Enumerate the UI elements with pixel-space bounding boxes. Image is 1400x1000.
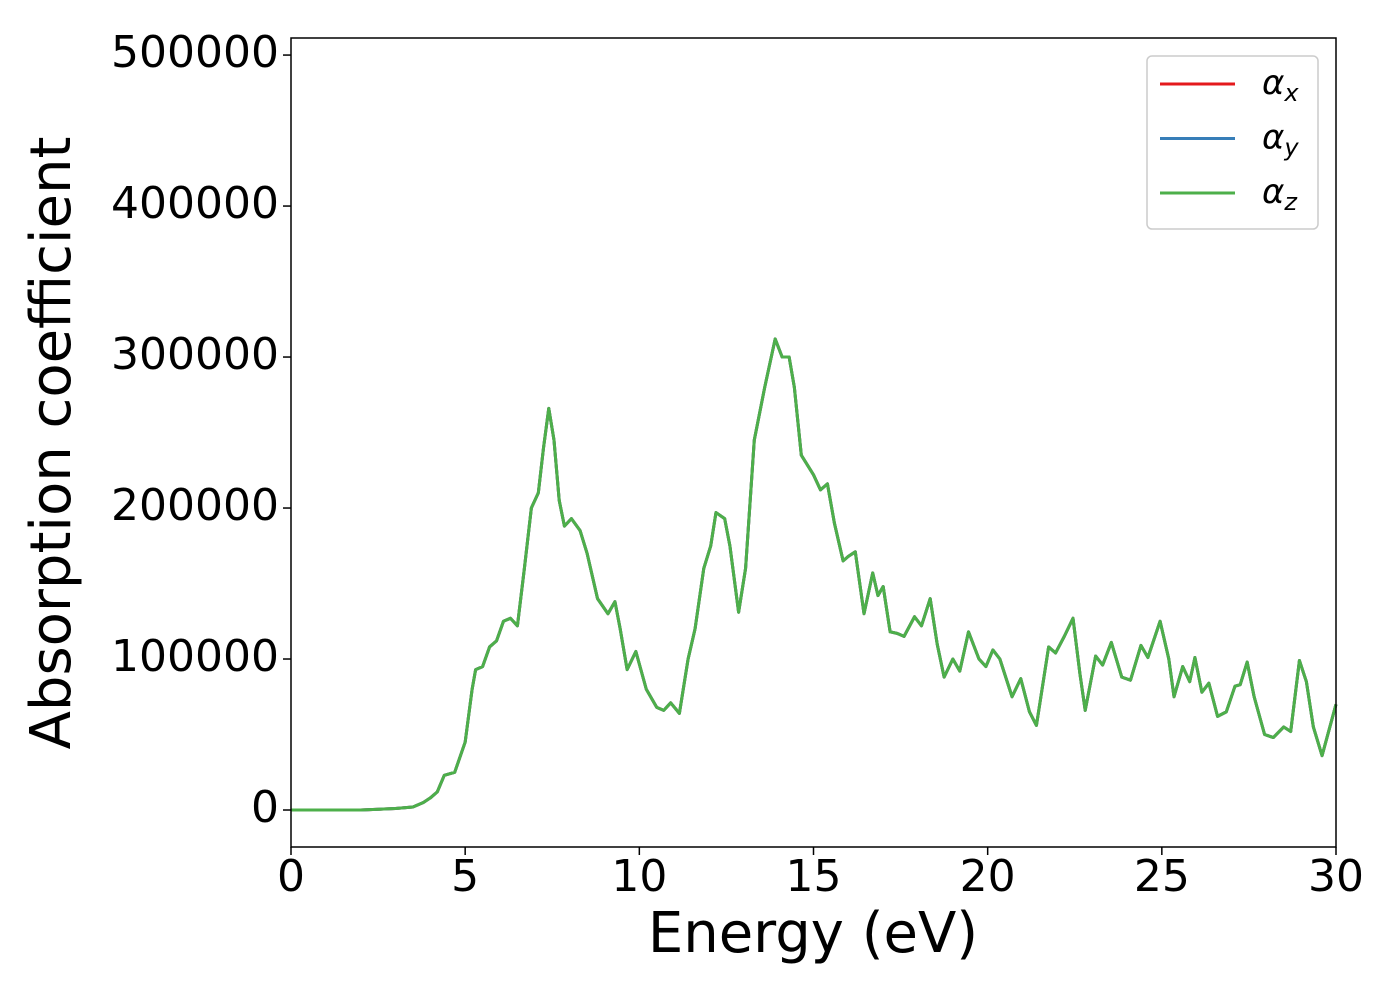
x-tick-label: 15 [786,851,842,902]
legend-symbol: α [1262,172,1284,212]
x-tick-label: 20 [960,851,1016,902]
legend-subscript: x [1283,79,1299,107]
x-tick-label: 5 [451,851,479,902]
legend-symbol: α [1262,117,1284,157]
legend-label: αz [1262,172,1298,217]
y-tick-label: 100000 [111,631,279,682]
x-tick-label: 10 [611,851,667,902]
legend-subscript: z [1283,188,1298,216]
x-tick-label: 0 [277,851,305,902]
x-axis-label: Energy (eV) [648,901,978,966]
x-tick-label: 25 [1134,851,1190,902]
series-line [291,337,1338,812]
series-line [291,337,1338,812]
legend-label: αx [1262,63,1299,108]
y-tick-label: 400000 [111,178,279,229]
legend-symbol: α [1262,63,1284,103]
legend-box [1146,55,1319,230]
series-line [291,337,1338,812]
plot-frame [290,37,1337,848]
y-tick-label: 500000 [111,27,279,78]
y-tick-label: 300000 [111,329,279,380]
y-axis-label: Absorption coefficient [19,137,84,750]
legend-label: αy [1262,117,1299,162]
legend-subscript: y [1283,134,1299,162]
x-tick-label: 30 [1308,851,1364,902]
y-tick-label: 0 [251,782,279,833]
y-tick-label: 200000 [111,480,279,531]
